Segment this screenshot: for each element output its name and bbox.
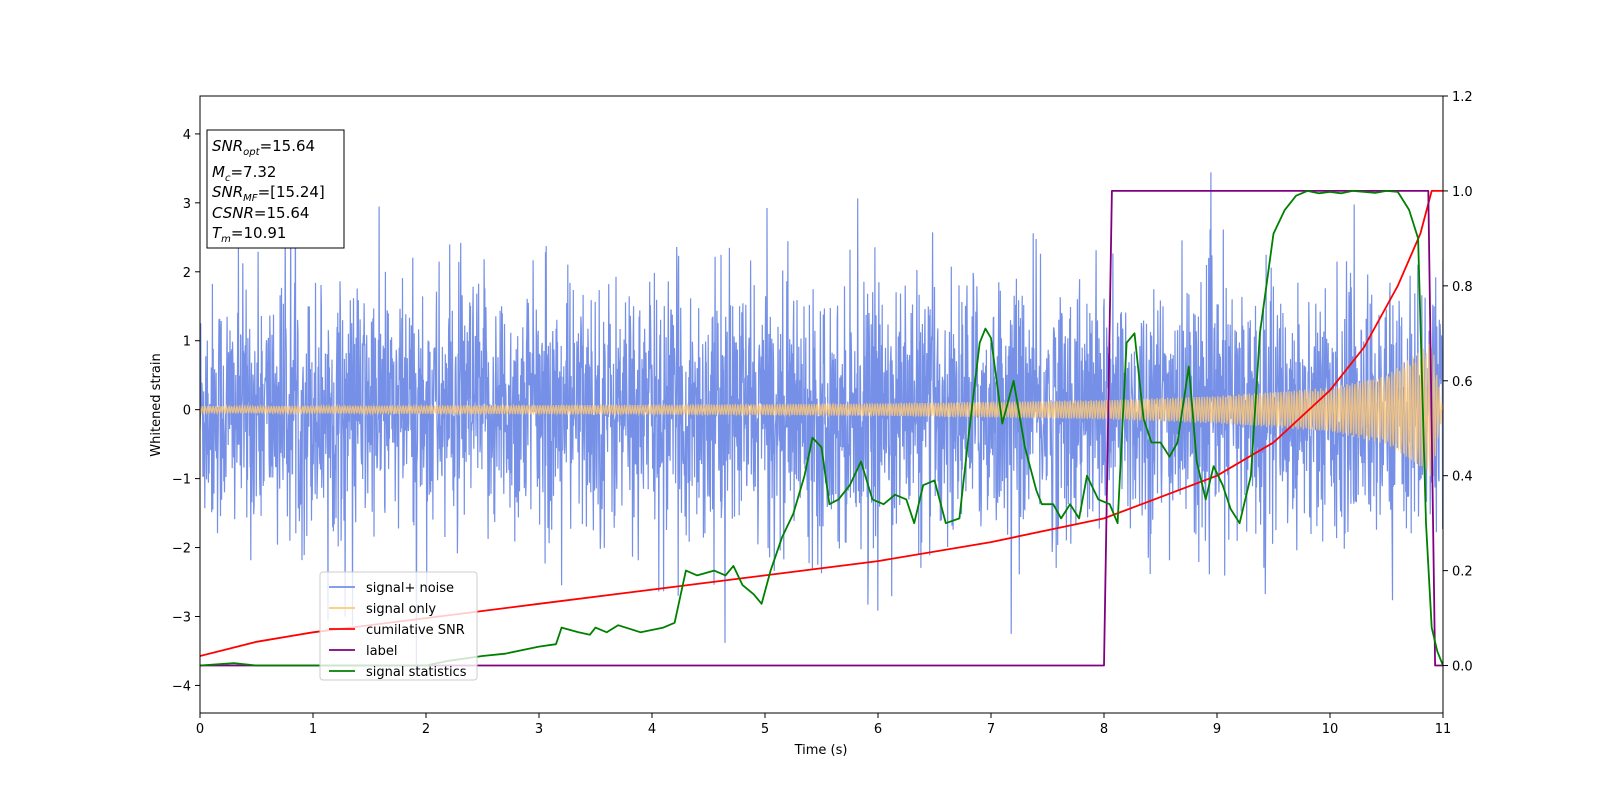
x-axis-label: Time (s) — [794, 743, 848, 758]
annotation-line: CSNR=15.64 — [212, 204, 309, 222]
y-tick-label: −1 — [172, 473, 191, 488]
series-signal-only — [200, 343, 1443, 477]
annotation-line: Mc=7.32 — [212, 163, 276, 184]
x-tick-label: 10 — [1322, 722, 1339, 737]
x-tick-label: 11 — [1435, 722, 1452, 737]
y-axis-label: Whitened strain — [149, 353, 164, 456]
legend-entry: label — [366, 644, 397, 659]
y-tick-label: 2 — [183, 266, 191, 281]
y-tick-label: 4 — [183, 128, 191, 143]
y-tick-label: −3 — [172, 610, 191, 625]
y2-tick-label: 1.0 — [1452, 185, 1473, 200]
y-tick-label: −2 — [172, 542, 191, 557]
y2-ticks: 0.0 0.2 0.4 0.6 0.8 1.0 1.2 — [1443, 90, 1473, 675]
x-tick-label: 4 — [648, 722, 656, 737]
legend-entry: signal only — [366, 602, 436, 617]
annotation-line: Tm=10.91 — [212, 224, 286, 245]
legend: signal+ noise signal only cumilative SNR la… — [319, 571, 478, 681]
x-tick-label: 2 — [422, 722, 430, 737]
x-tick-label: 7 — [987, 722, 995, 737]
annotation-line: SNRMF=[15.24] — [212, 183, 325, 204]
y2-tick-label: 1.2 — [1452, 90, 1473, 105]
annotation-line: SNRopt=15.64 — [212, 137, 315, 158]
x-tick-label: 3 — [535, 722, 543, 737]
y-tick-label: 0 — [183, 404, 191, 419]
series-signal-statistics — [200, 190, 1443, 667]
y2-tick-label: 0.4 — [1452, 470, 1473, 485]
x-tick-label: 5 — [761, 722, 769, 737]
y-tick-label: 1 — [183, 335, 191, 350]
x-tick-label: 8 — [1100, 722, 1108, 737]
annotation-box: SNRopt=15.64 Mc=7.32SNRMF=[15.24]CSNR=15.… — [206, 129, 345, 249]
series-label — [200, 190, 1443, 667]
legend-entry: signal+ noise — [366, 581, 454, 596]
y-ticks: −4 −3 −2 −1 0 1 2 3 4 — [172, 128, 200, 694]
legend-entry: signal statistics — [366, 665, 467, 680]
x-tick-label: 1 — [309, 722, 317, 737]
y2-tick-label: 0.0 — [1452, 660, 1473, 675]
y2-tick-label: 0.2 — [1452, 565, 1473, 580]
legend-entry: cumilative SNR — [366, 623, 465, 638]
y2-tick-label: 0.8 — [1452, 280, 1473, 295]
x-tick-label: 6 — [874, 722, 882, 737]
x-tick-label: 0 — [196, 722, 204, 737]
y-tick-label: 3 — [183, 197, 191, 212]
x-ticks: 0 1 2 3 4 5 6 7 8 9 10 11 — [196, 713, 1451, 737]
y2-tick-label: 0.6 — [1452, 375, 1473, 390]
x-tick-label: 9 — [1213, 722, 1221, 737]
plot-frame — [199, 95, 1444, 714]
y-tick-label: −4 — [172, 679, 191, 694]
series-signal-noise — [200, 172, 1443, 677]
